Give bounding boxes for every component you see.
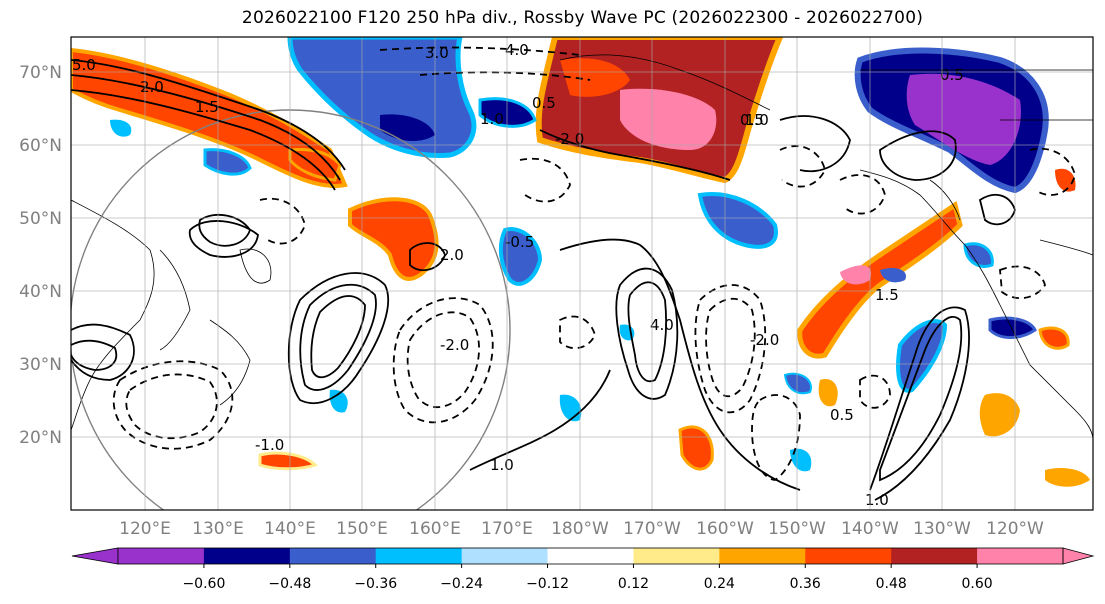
colorbar-tick-label: −0.36 <box>354 576 397 592</box>
contour-label: 0.5 <box>740 111 764 129</box>
colorbar-tick-label: 0.36 <box>790 576 821 592</box>
colorbar-swatch <box>203 548 291 564</box>
colorbar-extend-min <box>71 547 119 565</box>
map-title: 2026022100 F120 250 hPa div., Rossby Wav… <box>241 8 924 28</box>
lon-label: 170°W <box>623 519 681 539</box>
lon-label: 140°W <box>841 519 899 539</box>
colorbar-swatch <box>719 548 806 564</box>
negative-div-region <box>906 73 1021 165</box>
negative-div-region <box>963 242 994 268</box>
latitude-labels: 70°N 60°N 50°N 40°N 30°N 20°N <box>19 63 62 448</box>
contour-label: 2.0 <box>140 78 164 96</box>
positive-div-region <box>797 200 963 359</box>
colorbar-swatch <box>977 548 1064 564</box>
contour-label: 4.0 <box>650 316 674 334</box>
negative-div-region <box>988 316 1037 339</box>
lon-label: 120°W <box>986 519 1044 539</box>
contour-label: -1.0 <box>255 436 284 454</box>
negative-div-region <box>329 389 348 413</box>
positive-div-region <box>560 58 630 97</box>
lon-label: 130°E <box>192 519 244 539</box>
contour-label: -2.0 <box>555 130 584 148</box>
contour-label: -2.0 <box>750 331 779 349</box>
gridlines <box>71 37 1093 510</box>
negative-div-region <box>203 148 252 176</box>
longitude-labels: 120°E 130°E 140°E 150°E 160°E 170°E 180°… <box>119 519 1044 539</box>
colorbar-frame <box>117 547 1064 565</box>
colorbar-swatch <box>375 548 463 564</box>
lon-label: 140°E <box>264 519 316 539</box>
negative-div-region <box>478 97 537 128</box>
colorbar-swatch <box>633 548 720 564</box>
lon-label: 160°E <box>409 519 461 539</box>
positive-div-region <box>979 393 1020 437</box>
lon-label: 120°E <box>119 519 171 539</box>
contour-label: 2.0 <box>440 246 464 264</box>
negative-div-region <box>380 114 435 142</box>
negative-pc-contours <box>112 46 1076 481</box>
colorbar-tick-label: 0.60 <box>962 576 993 592</box>
coastlines <box>71 54 1093 441</box>
colorbar-tick-label: −0.12 <box>526 576 569 592</box>
contour-label: 0.5 <box>940 66 964 84</box>
lon-label: 150°W <box>768 519 826 539</box>
colorbar-tick-label: −0.48 <box>268 576 311 592</box>
lat-label-60n: 60°N <box>19 136 62 156</box>
lon-label: 130°W <box>913 519 971 539</box>
contour-label: 0.5 <box>830 406 854 424</box>
lat-label-30n: 30°N <box>19 355 62 375</box>
colorbar-tick-label: −0.24 <box>440 576 483 592</box>
colorbar-swatch <box>118 548 205 564</box>
negative-div-region <box>790 448 812 472</box>
contour-label: 1.0 <box>480 110 504 128</box>
positive-div-region <box>1055 168 1076 192</box>
positive-div-region <box>1038 326 1070 350</box>
contour-label: 1.5 <box>195 98 219 116</box>
negative-div-region <box>783 372 812 395</box>
contour-label: 0.5 <box>532 94 556 112</box>
contour-label: 4.0 <box>505 41 529 59</box>
colorbar: −0.60 −0.48 −0.36 −0.24 −0.12 0.12 0.24 0.36 0.4… <box>71 547 1095 592</box>
colorbar-tick-label: 0.48 <box>876 576 907 592</box>
contour-label: -2.0 <box>440 336 469 354</box>
colorbar-tick-label: 0.12 <box>618 576 649 592</box>
colorbar-extend-max <box>1062 547 1095 565</box>
positive-div-region <box>840 265 871 285</box>
contour-label: 1.0 <box>865 491 889 509</box>
contour-label: -0.5 <box>505 233 534 251</box>
contour-label: 1.0 <box>745 111 769 129</box>
positive-div-region <box>818 379 838 407</box>
map-frame <box>70 36 1094 511</box>
contour-label: 3.0 <box>425 44 449 62</box>
colorbar-swatch <box>547 548 634 564</box>
negative-div-region <box>110 119 132 137</box>
colorbar-swatch <box>289 548 377 564</box>
lat-label-20n: 20°N <box>19 428 62 448</box>
negative-div-region <box>498 227 543 286</box>
contour-label: 1.5 <box>875 286 899 304</box>
lat-label-40n: 40°N <box>19 282 62 302</box>
colorbar-swatch <box>805 548 892 564</box>
lon-label: 160°W <box>696 519 754 539</box>
positive-div-region <box>1045 468 1090 487</box>
colorbar-swatch <box>891 548 978 564</box>
contour-labels: 4.0 3.0 5.0 2.0 1.5 1.0 0.5 -2.0 -0.5 1.… <box>72 41 964 509</box>
colorbar-tick-label: 0.24 <box>704 576 735 592</box>
lon-label: 180°W <box>551 519 609 539</box>
lon-label: 150°E <box>336 519 388 539</box>
contour-label: 5.0 <box>72 56 96 74</box>
contour-label: 1.0 <box>490 456 514 474</box>
lat-label-50n: 50°N <box>19 209 62 229</box>
positive-div-region <box>620 88 717 150</box>
divergence-shading: 4.0 3.0 5.0 2.0 1.5 1.0 0.5 -2.0 -0.5 1.… <box>71 37 1093 510</box>
lon-label: 170°E <box>481 519 533 539</box>
colorbar-tick-label: −0.60 <box>182 576 225 592</box>
positive-div-region <box>348 197 439 281</box>
positive-div-region <box>258 451 318 471</box>
colorbar-swatch <box>461 548 549 564</box>
negative-div-region <box>880 268 906 283</box>
lat-label-70n: 70°N <box>19 63 62 83</box>
negative-div-region <box>697 192 778 249</box>
